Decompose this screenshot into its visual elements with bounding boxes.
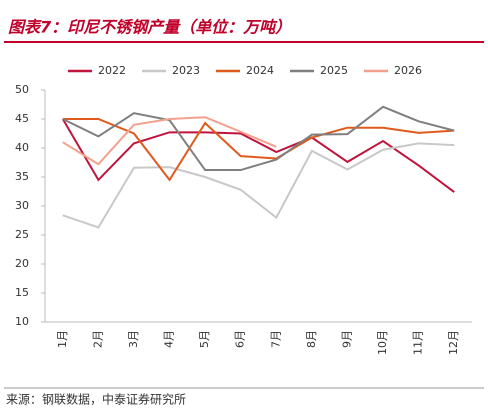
series-line <box>62 142 455 229</box>
y-tick-label: 40 <box>15 141 29 154</box>
series-line <box>62 116 277 166</box>
legend-label: 2023 <box>172 64 200 77</box>
y-tick-label: 15 <box>15 286 29 299</box>
y-tick-label: 50 <box>15 83 29 96</box>
chart-title: 图表7：印尼不锈钢产量（单位：万吨） <box>8 18 291 37</box>
series-line <box>61 118 455 193</box>
x-tick-label: 7月 <box>269 330 282 348</box>
y-tick-label: 10 <box>15 315 29 328</box>
x-tick-label: 4月 <box>163 330 176 348</box>
x-tick-label: 8月 <box>305 330 318 348</box>
x-tick-label: 11月 <box>412 330 425 355</box>
legend-label: 2022 <box>98 64 126 77</box>
x-tick-label: 3月 <box>127 330 140 348</box>
y-tick-label: 25 <box>15 228 29 241</box>
legend-label: 2025 <box>320 64 348 77</box>
y-tick-label: 35 <box>15 170 29 183</box>
y-tick-label: 20 <box>15 257 29 270</box>
x-tick-label: 2月 <box>91 330 104 348</box>
x-tick-label: 5月 <box>198 330 211 348</box>
legend-label: 2026 <box>394 64 422 77</box>
y-tick-label: 45 <box>15 112 29 125</box>
x-tick-label: 10月 <box>376 330 389 355</box>
source: 来源：钢联数据，中泰证券研究所 <box>6 392 186 407</box>
x-tick-label: 9月 <box>340 330 353 348</box>
legend-label: 2024 <box>246 64 274 77</box>
x-tick-label: 1月 <box>56 330 69 348</box>
x-tick-label: 6月 <box>234 330 247 348</box>
y-tick-label: 30 <box>15 199 29 212</box>
series-line <box>62 105 455 172</box>
x-tick-label: 12月 <box>447 330 460 355</box>
